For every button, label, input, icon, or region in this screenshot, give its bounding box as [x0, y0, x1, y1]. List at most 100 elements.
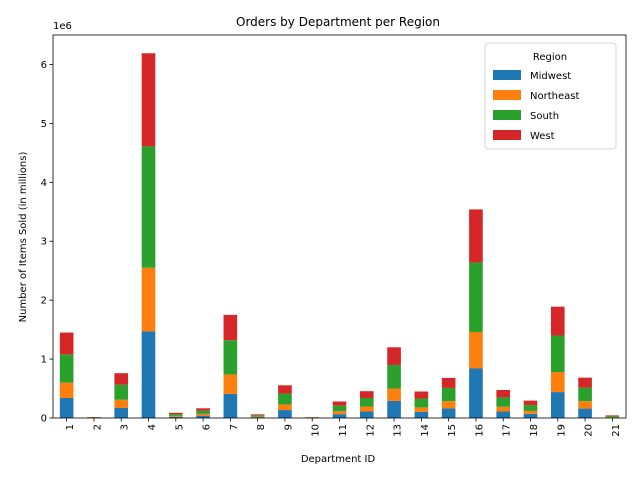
bar-6-northeast: [196, 413, 210, 416]
bar-12-south: [359, 397, 374, 407]
y-axis-offset-label: 1e6: [53, 21, 72, 32]
bar-12-northeast: [359, 406, 374, 412]
bar-11-midwest: [332, 414, 347, 418]
bar-11-northeast: [332, 411, 347, 415]
x-tick-label: 20: [584, 424, 595, 437]
legend-box: [484, 42, 617, 150]
bar-18-south: [523, 405, 538, 411]
bar-13-west: [387, 347, 401, 365]
x-tick-label: 9: [283, 424, 294, 430]
bar-7-northeast: [223, 374, 238, 394]
bar-18-midwest: [523, 413, 538, 418]
bar-6-south: [196, 410, 210, 414]
x-tick-label: 12: [365, 424, 376, 437]
legend-label-midwest: Midwest: [530, 71, 571, 82]
bar-8-midwest: [250, 417, 265, 418]
bar-16-midwest: [469, 368, 483, 418]
plot-frame: [52, 34, 627, 419]
bar-1-west: [59, 332, 74, 355]
bar-3-south: [114, 384, 129, 400]
y-tick-label: 4: [41, 178, 47, 189]
bar-20-south: [578, 387, 592, 402]
bar-8-south: [250, 415, 265, 417]
y-tick-label: 1: [41, 355, 47, 366]
chart-title: Orders by Department per Region: [236, 15, 440, 29]
x-tick-label: 17: [502, 424, 513, 437]
y-tick-label: 5: [41, 119, 47, 130]
bar-20-west: [578, 377, 592, 388]
x-axis-title: Department ID: [301, 454, 376, 465]
bar-4-south: [141, 146, 156, 268]
bar-1-south: [59, 354, 74, 383]
x-tick-label: 19: [556, 424, 567, 437]
x-tick-label: 4: [147, 424, 158, 430]
bar-9-west: [278, 385, 292, 394]
x-tick-label: 14: [420, 424, 431, 437]
x-tick-label: 6: [202, 424, 213, 430]
bar-17-west: [496, 390, 511, 398]
x-tick-label: 11: [338, 424, 349, 437]
legend-swatch-west: [493, 130, 521, 140]
bars-group: [59, 53, 620, 418]
bar-16-west: [469, 209, 483, 263]
bar-3-northeast: [114, 399, 129, 408]
x-tick-label: 18: [529, 424, 540, 437]
bar-13-northeast: [387, 388, 401, 401]
bar-11-south: [332, 405, 347, 412]
bar-3-west: [114, 373, 129, 385]
y-axis-ticks: 0 1 2 3 4 5 6: [41, 60, 53, 425]
bar-15-midwest: [441, 408, 456, 418]
bar-14-midwest: [414, 411, 429, 418]
bar-21-south: [605, 415, 620, 417]
y-tick-label: 6: [41, 60, 47, 71]
bar-4-northeast: [141, 267, 156, 332]
bar-5-west: [168, 412, 183, 415]
bar-9-midwest: [278, 410, 292, 418]
bar-17-midwest: [496, 411, 511, 418]
x-tick-label: 13: [393, 424, 404, 437]
bar-17-northeast: [496, 406, 511, 412]
bar-7-south: [223, 340, 238, 375]
bar-4-midwest: [141, 331, 156, 418]
bar-1-midwest: [59, 397, 74, 418]
x-tick-label: 1: [65, 424, 76, 430]
x-tick-label: 5: [174, 424, 185, 430]
legend: Region Midwest Northeast South West: [484, 42, 617, 150]
bar-19-northeast: [550, 372, 565, 393]
bar-7-west: [223, 314, 238, 341]
bar-4-west: [141, 53, 156, 147]
bar-16-northeast: [469, 331, 483, 369]
bar-15-west: [441, 377, 456, 388]
bar-19-midwest: [550, 392, 565, 418]
x-tick-label: 15: [447, 424, 458, 437]
bar-5-midwest: [168, 416, 183, 418]
bar-7-midwest: [223, 393, 238, 418]
x-axis-ticks: 1 2 3 4 5 6 7 8 9 10 11 12 13 14 15 16 17 18 19 20 21: [65, 418, 622, 437]
bar-9-south: [278, 393, 292, 405]
bar-15-south: [441, 387, 456, 402]
bar-12-midwest: [359, 411, 374, 418]
y-tick-label: 3: [41, 237, 47, 248]
bar-13-south: [387, 364, 401, 389]
bar-20-northeast: [578, 401, 592, 409]
bar-14-south: [414, 398, 429, 408]
bar-1-northeast: [59, 382, 74, 398]
legend-label-west: West: [530, 131, 555, 142]
bar-13-midwest: [387, 400, 401, 418]
bar-11-west: [332, 401, 347, 406]
bar-18-west: [523, 400, 538, 406]
x-tick-label: 7: [229, 424, 240, 430]
x-tick-label: 2: [92, 424, 103, 430]
bar-21-west: [605, 415, 620, 416]
bar-17-south: [496, 397, 511, 407]
legend-label-south: South: [530, 111, 559, 122]
bar-3-midwest: [114, 407, 129, 418]
y-tick-label: 0: [41, 414, 47, 425]
bar-14-west: [414, 391, 429, 399]
bar-19-south: [550, 335, 565, 373]
legend-title: Region: [533, 52, 567, 63]
bar-20-midwest: [578, 408, 592, 418]
bar-12-west: [359, 391, 374, 398]
bar-8-northeast: [250, 416, 265, 418]
